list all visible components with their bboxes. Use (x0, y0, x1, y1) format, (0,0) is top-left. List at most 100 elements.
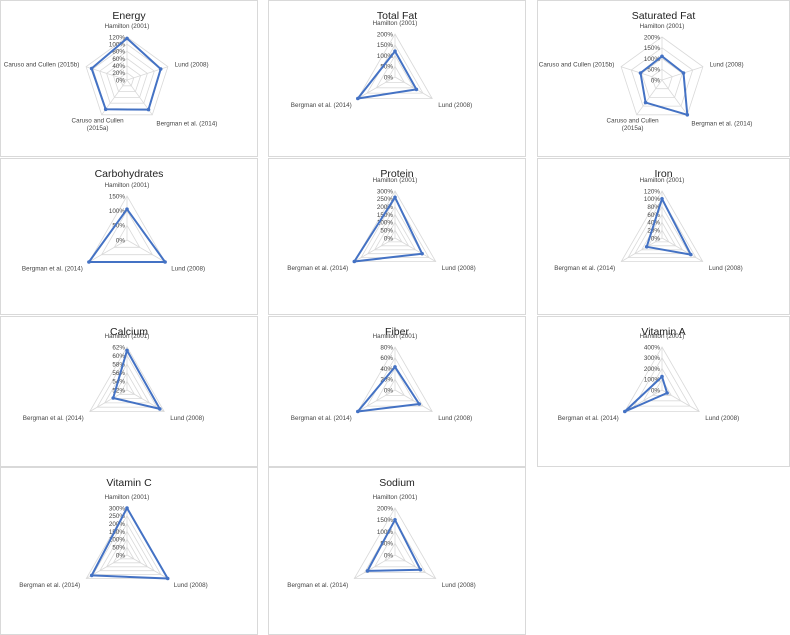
tick-label: 200% (644, 366, 661, 373)
grid-ring (627, 197, 697, 258)
grid-ring (119, 546, 135, 560)
data-point (393, 365, 397, 369)
axis-spoke (621, 237, 663, 262)
category-label: Lund (2008) (175, 62, 209, 69)
category-label: Lund (2008) (442, 582, 476, 589)
tick-label: 56% (112, 370, 125, 377)
data-point (665, 391, 669, 395)
axis-spoke (88, 239, 128, 263)
chart-panel-carbohydrates: Carbohydrates 0% 50% 100% 150% Hamilton (2001… (0, 158, 258, 315)
category-label: Bergman et al. (2014) (19, 582, 80, 589)
category-label: Bergman et al. (2014) (287, 265, 348, 272)
axis-spoke (636, 79, 663, 116)
tick-label: 0% (651, 77, 661, 84)
series-line (356, 365, 421, 413)
grid-ring (353, 507, 437, 579)
data-point (356, 409, 360, 414)
axis-spoke (357, 389, 396, 412)
radar-chart-fiber: 0% 20% 40% 60% 80% Hamilton (2001) Lund (2008)… (291, 333, 472, 422)
tick-label: 400% (644, 344, 661, 351)
grid-ring (384, 542, 406, 562)
axis-spoke (394, 237, 436, 262)
chart-title: Saturated Fat (631, 10, 696, 22)
tick-label: 120% (644, 188, 661, 195)
data-point (111, 396, 115, 400)
grid-ring (367, 205, 423, 255)
category-label: Hamilton (2001) (640, 177, 685, 184)
radar-chart-iron: 0%20%40%60%80%100%120%Hamilton (2001)Lun… (554, 177, 743, 272)
data-point (365, 569, 370, 573)
data-point (643, 100, 648, 105)
grid-ring (118, 380, 136, 395)
chart-title: Vitamin A (641, 326, 686, 338)
axis-spoke (126, 554, 168, 579)
category-label: Lund (2008) (709, 265, 743, 272)
grid-ring (385, 378, 405, 396)
grid-ring (620, 36, 704, 116)
tick-label: 50% (112, 223, 125, 230)
axis-spoke (357, 76, 396, 99)
tick-label: 60% (112, 353, 125, 360)
tick-label: 200% (377, 31, 394, 38)
tick-label: 60% (647, 212, 660, 219)
grid-ring (624, 346, 700, 412)
category-label: Bergman et al. (2014) (156, 121, 217, 128)
grid-ring (96, 354, 158, 408)
tick-label: 50% (380, 228, 393, 235)
data-point (125, 348, 129, 353)
category-label: Lund (2008) (174, 582, 208, 589)
grid-ring (104, 363, 150, 404)
chart-title: Vitamin C (106, 477, 152, 489)
chart-title: Calcium (110, 326, 148, 338)
tick-label: 100% (377, 529, 394, 536)
data-point (638, 71, 643, 75)
data-point (89, 66, 94, 71)
axis-spoke (126, 239, 166, 263)
tick-label: 0% (651, 387, 661, 394)
tick-label: 250% (109, 513, 126, 520)
data-point (623, 409, 627, 414)
tick-label: 150% (377, 212, 394, 219)
tick-label: 40% (112, 63, 125, 70)
axis-spoke (354, 554, 396, 579)
tick-label: 50% (380, 64, 393, 71)
grid-ring (112, 538, 142, 564)
chart-panel-saturated-fat: Saturated Fat 0% 50% 100% 150% 200% Hamilton (… (537, 0, 790, 157)
category-label: Lund (2008) (710, 62, 744, 69)
category-label: Caruso and Cullen (2015b) (539, 62, 615, 69)
category-label: Bergman et al. (2014) (287, 582, 348, 589)
category-label: Hamilton (2001) (105, 494, 150, 501)
grid-ring (654, 229, 670, 243)
radar-chart-carbohydrates: 0% 50% 100% 150% Hamilton (2001) Lund (2008) B… (22, 182, 205, 273)
tick-label: 150% (377, 517, 394, 524)
data-point (163, 260, 167, 264)
axis-spoke (394, 554, 436, 579)
data-point (685, 113, 690, 117)
tick-label: 0% (384, 387, 394, 394)
tick-label: 20% (380, 377, 393, 384)
series-line (645, 197, 692, 256)
chart-title: Sodium (379, 477, 415, 489)
tick-label: 50% (380, 541, 393, 548)
grid-ring (105, 530, 149, 568)
category-label: Hamilton (2001) (373, 20, 418, 27)
grid-ring (89, 346, 165, 412)
grid-ring (633, 357, 691, 407)
tick-label: 0% (116, 77, 126, 84)
category-label: Lund (2008) (170, 415, 204, 422)
series-line (639, 55, 689, 116)
chart-title: Iron (654, 168, 673, 180)
data-point (414, 87, 419, 92)
grid-ring (620, 190, 704, 262)
category-label: Hamilton (2001) (640, 23, 685, 30)
radar-chart-total-fat: 0% 50% 100% 150% 200% Hamilton (2001) Lund (20… (291, 20, 472, 109)
category-label: Caruso and Cullen (2015a) (72, 118, 125, 133)
grid-ring (375, 54, 415, 89)
series-line (90, 507, 169, 580)
tick-label: 80% (647, 204, 660, 211)
tick-label: 200% (377, 204, 394, 211)
tick-label: 300% (109, 505, 126, 512)
axis-spoke (394, 76, 433, 99)
category-label: Bergman et al. (2014) (554, 265, 615, 272)
grid-ring (630, 47, 694, 107)
